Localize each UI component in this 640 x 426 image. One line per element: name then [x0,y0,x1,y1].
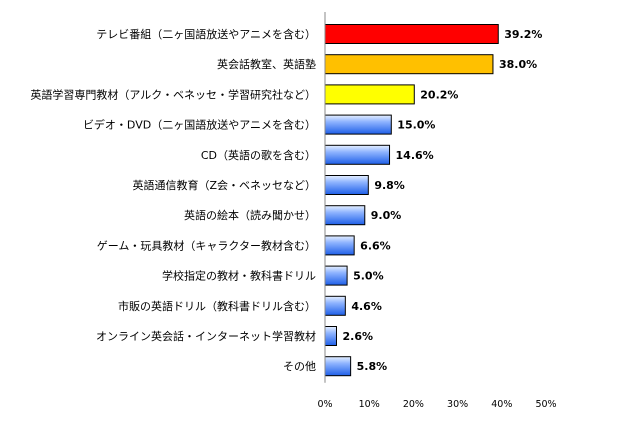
value-label: 4.6% [351,300,382,313]
value-labels: 39.2% 38.0% 20.2% 15.0% 14.6% 9.8% 9.0% 6.6% 5.0… [342,28,542,373]
value-label: 14.6% [396,149,434,162]
bars-layer [324,24,499,377]
value-label: 5.0% [353,270,384,283]
bar [324,295,346,316]
value-label: 39.2% [504,28,542,41]
category-labels: テレビ番組（二ヶ国語放送やアニメを含む） 英会話教室、英語塾英語学習専門教材（アル… [30,27,316,373]
bar [324,144,391,165]
bar [324,84,415,105]
x-tick-label: 20% [403,399,424,410]
category-label: その他 [283,360,316,373]
category-label: 英語通信教育（Z会・ベネッセなど） [132,178,316,192]
category-label: 英語学習専門教材（アルク・ベネッセ・学習研究社など） [30,87,316,101]
value-label: 2.6% [342,330,373,343]
x-tick-label: 40% [491,399,512,410]
category-label: テレビ番組（二ヶ国語放送やアニメを含む） [96,27,316,41]
x-tick-label: 30% [447,399,468,410]
category-label: 市販の英語ドリル（教科書ドリル含む） [118,299,316,313]
value-label: 9.0% [371,209,402,222]
category-label: オンライン英会話・インターネット学習教材 [96,329,316,343]
category-label: 学校指定の教材・教科書ドリル [162,269,316,283]
value-label: 38.0% [499,58,537,71]
value-label: 20.2% [420,88,458,101]
category-label: ビデオ・DVD（二ヶ国語放送やアニメを含む） [83,118,316,132]
value-label: 9.8% [374,179,405,192]
category-label: ゲーム・玩具教材（キャラクター教材含む） [97,238,316,252]
category-label: 英語の絵本（読み聞かせ） [184,208,316,222]
bar [324,24,499,44]
category-label: CD（英語の歌を含む） [201,148,316,162]
value-label: 5.8% [357,360,388,373]
category-label: 英会話教室、英語塾 [217,57,316,71]
bar [324,265,348,286]
x-tick-label: 50% [535,399,556,410]
bar [324,235,355,256]
value-label: 6.6% [360,239,391,252]
x-tick-label: 0% [317,399,332,410]
bar [324,54,494,75]
x-tick-label: 10% [359,399,380,410]
value-label: 15.0% [397,119,435,132]
bar [324,205,366,226]
bar [324,175,369,195]
bar [324,114,392,135]
bar [324,326,337,346]
x-axis: 0% 10% 20% 30% 40% 50% [317,12,557,410]
bar [324,356,352,377]
